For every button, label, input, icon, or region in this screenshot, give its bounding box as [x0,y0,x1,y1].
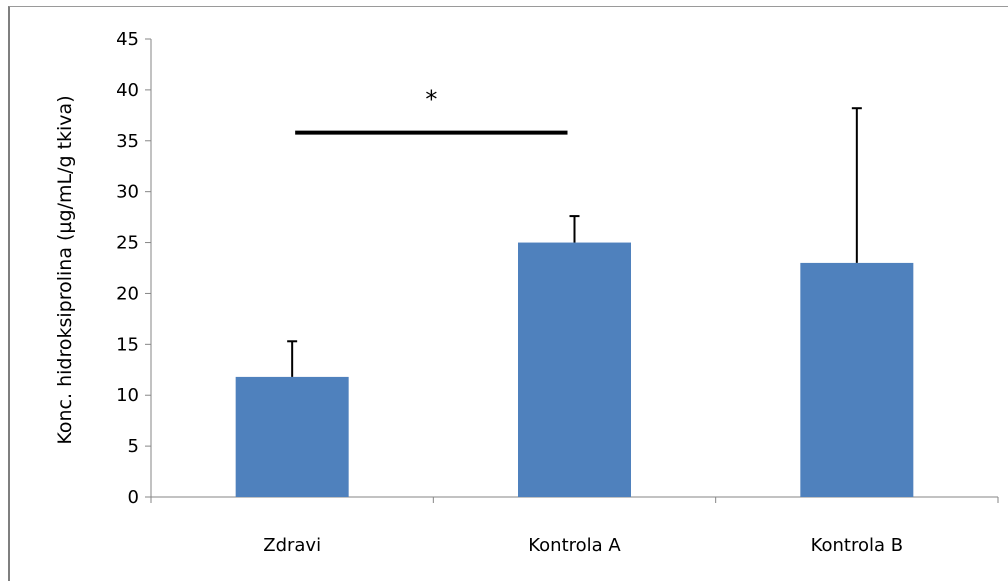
significance-star: * [425,86,437,114]
y-tick-label: 45 [116,29,139,50]
bar-zdravi [235,376,349,497]
y-axis-title: Konc. hidroksiprolina (µg/mL/g tkiva) [54,95,76,444]
x-tick-label: Zdravi [263,535,321,556]
y-tick-label: 20 [116,283,139,304]
y-axis: 0 5 10 15 20 25 30 35 40 45 [116,29,152,508]
x-tick-label: Kontrola A [528,535,621,556]
bar-kontrola-a [518,242,631,497]
bar-kontrola-b [800,262,914,497]
error-bars [287,107,862,377]
y-tick-label: 15 [116,334,139,355]
y-tick-label: 0 [128,487,139,508]
y-tick-label: 5 [128,436,139,457]
x-axis: Zdravi Kontrola A Kontrola B [150,496,999,556]
bar-chart: 0 5 10 15 20 25 30 35 40 45 Zdravi Kontrola A Kontr… [54,29,999,556]
bars [235,242,914,497]
y-tick-label: 10 [116,385,139,406]
y-tick-label: 30 [116,182,139,203]
y-tick-label: 40 [116,80,139,101]
y-tick-label: 35 [116,131,139,152]
annotations: * [295,86,568,135]
chart-frame: 0 5 10 15 20 25 30 35 40 45 Zdravi Kontrola A Kontr… [8,6,1008,581]
y-tick-label: 25 [116,233,139,254]
x-tick-label: Kontrola B [811,535,904,556]
